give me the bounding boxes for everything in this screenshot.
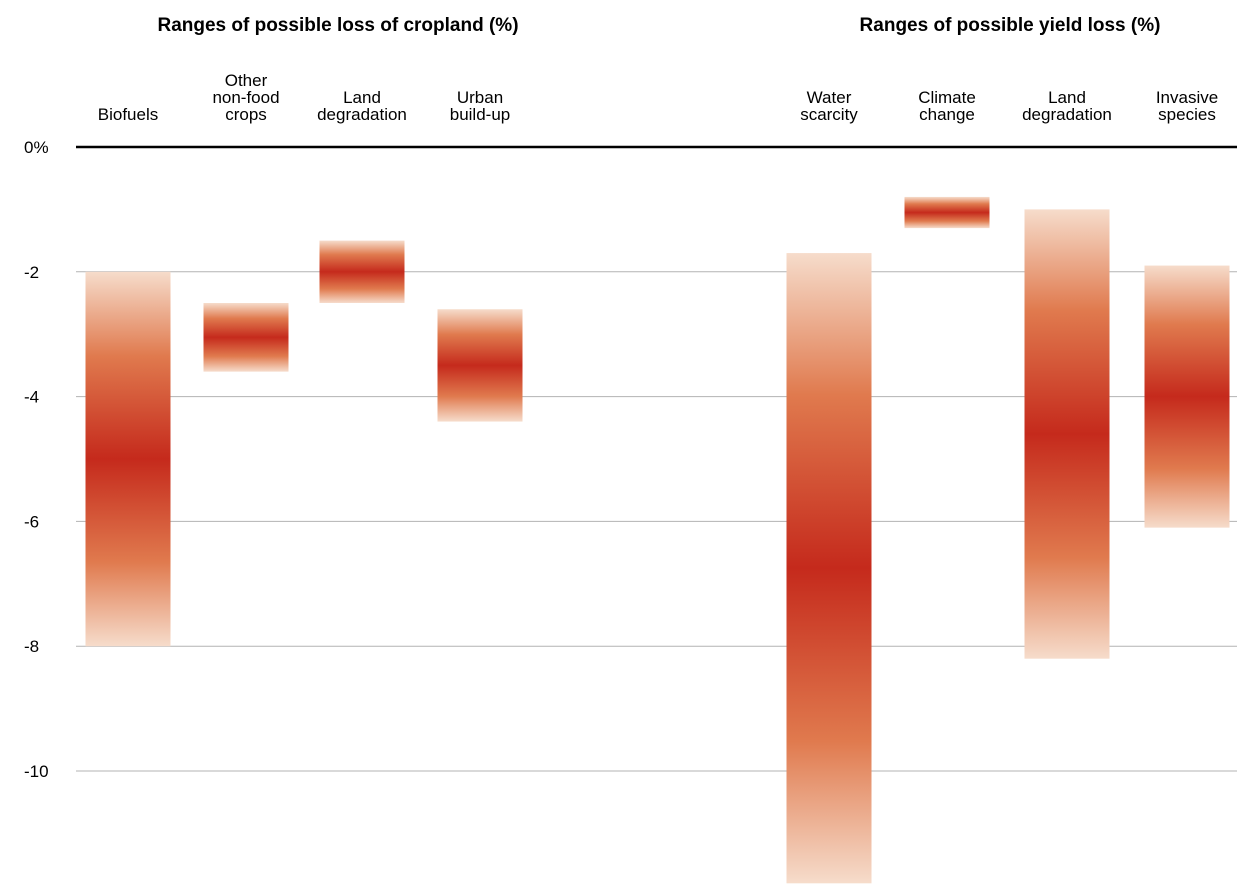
- category-label: Land: [343, 88, 381, 107]
- range-bar: [1144, 265, 1230, 528]
- category-label: crops: [225, 105, 267, 124]
- category-label: Land: [1048, 88, 1086, 107]
- range-bar: [319, 240, 405, 303]
- y-tick-label: -4: [24, 388, 39, 407]
- range-bar: [786, 253, 872, 884]
- range-bars: [85, 196, 1230, 884]
- category-label: degradation: [1022, 105, 1112, 124]
- category-label: degradation: [317, 105, 407, 124]
- group-title: Ranges of possible loss of cropland (%): [157, 15, 518, 36]
- category-label: build-up: [450, 105, 511, 124]
- category-label: Other: [225, 71, 268, 90]
- category-label: non-food: [212, 88, 279, 107]
- y-tick-label: -6: [24, 512, 39, 531]
- y-tick-label: -2: [24, 263, 39, 282]
- category-label: change: [919, 105, 975, 124]
- range-bar: [437, 309, 523, 422]
- y-axis: 0% -2 -4 -6 -8 -10: [24, 138, 1237, 781]
- category-label: Biofuels: [98, 105, 158, 124]
- category-labels: BiofuelsOthernon-foodcropsLanddegradatio…: [98, 71, 1218, 124]
- y-tick-label: -10: [24, 762, 49, 781]
- y-tick-label: 0%: [24, 138, 49, 157]
- category-label: Urban: [457, 88, 503, 107]
- range-bar: [85, 271, 171, 647]
- category-label: Invasive: [1156, 88, 1218, 107]
- range-bar: [203, 303, 289, 372]
- range-bar: [904, 196, 990, 229]
- category-label: species: [1158, 105, 1216, 124]
- group-titles: Ranges of possible loss of cropland (%) R…: [157, 15, 1160, 36]
- category-label: Water: [807, 88, 852, 107]
- y-tick-label: -8: [24, 637, 39, 656]
- range-bar: [1024, 209, 1110, 659]
- category-label: scarcity: [800, 105, 858, 124]
- category-label: Climate: [918, 88, 976, 107]
- group-title: Ranges of possible yield loss (%): [860, 15, 1161, 36]
